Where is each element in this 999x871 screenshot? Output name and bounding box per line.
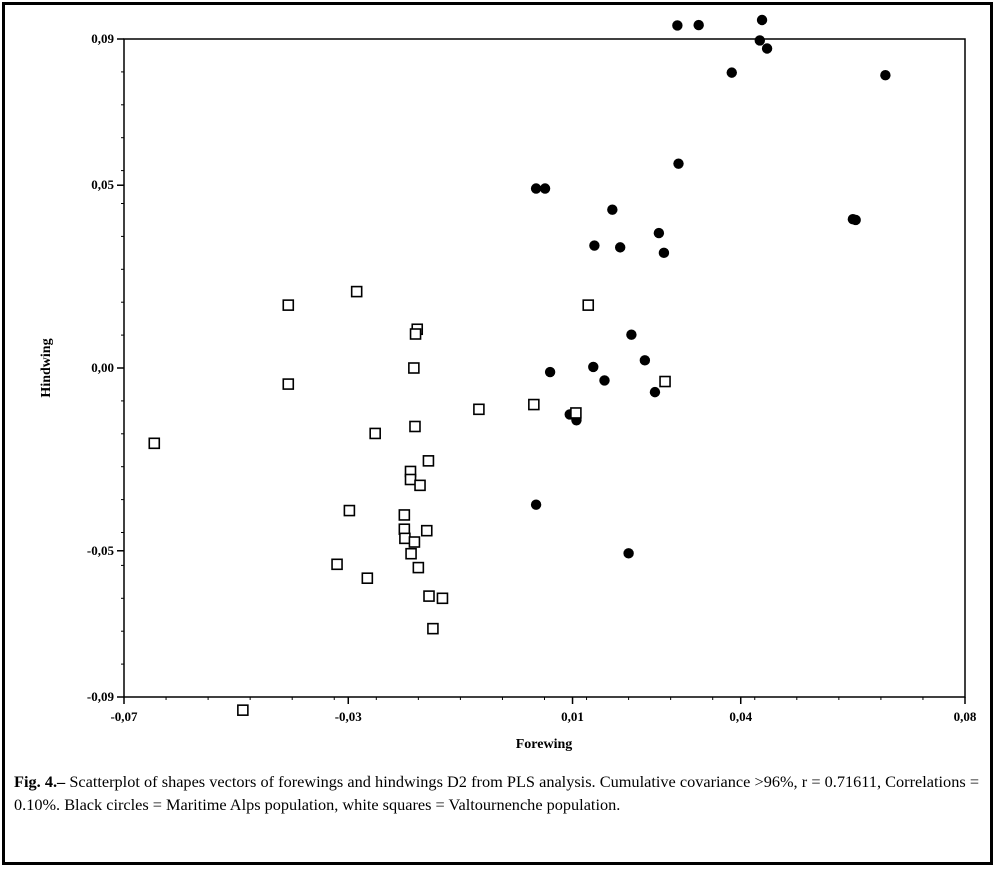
y-axis-title: Hindwing xyxy=(39,338,54,397)
square-point xyxy=(582,299,595,311)
figure-caption: Fig. 4.– Scatterplot of shapes vectors o… xyxy=(14,770,979,816)
square-point xyxy=(423,590,435,602)
y-tick-label: -0,05 xyxy=(87,543,115,558)
circle-point xyxy=(726,67,737,78)
circle-point xyxy=(607,204,618,215)
square-point xyxy=(237,704,249,716)
square-point xyxy=(436,592,449,605)
y-tick-label: 0,05 xyxy=(91,177,114,192)
square-point xyxy=(282,299,295,311)
x-tick-label: -0,03 xyxy=(335,709,363,724)
circle-point xyxy=(880,69,891,81)
scatterplot: -0,07 -0,03 0,01 0,04 0,08 -0,09 -0,05 0,00 0,0… xyxy=(39,14,977,752)
caption-label: Fig. 4.– xyxy=(14,772,66,791)
circle-point xyxy=(672,20,683,31)
square-point xyxy=(404,473,417,486)
y-tick-label: 0,00 xyxy=(91,360,114,375)
circle-point xyxy=(626,329,637,340)
y-tick-label: -0,09 xyxy=(87,689,115,704)
circle-point xyxy=(673,158,684,169)
x-tick-label: 0,01 xyxy=(561,709,584,724)
circle-point xyxy=(589,240,600,251)
y-axis: -0,09 -0,05 0,00 0,05 0,09 xyxy=(87,31,124,704)
circle-point xyxy=(614,242,626,253)
square-point xyxy=(528,398,540,411)
square-point xyxy=(409,328,422,340)
square-point xyxy=(343,504,356,517)
circle-point xyxy=(649,386,661,398)
x-axis: -0,07 -0,03 0,01 0,04 0,08 xyxy=(110,697,977,724)
square-point xyxy=(473,403,485,416)
square-point xyxy=(399,532,411,545)
circle-point xyxy=(599,375,610,386)
square-point xyxy=(361,572,374,584)
circle-point xyxy=(754,35,765,46)
square-point xyxy=(408,536,421,548)
circle-point xyxy=(639,355,651,366)
data-points xyxy=(148,14,891,716)
square-point xyxy=(422,455,435,467)
circle-point xyxy=(850,214,861,226)
y-tick-label: 0,09 xyxy=(91,31,114,46)
plot-area xyxy=(123,38,966,698)
square-point xyxy=(408,362,420,374)
circle-point xyxy=(530,499,542,510)
square-point xyxy=(420,524,433,537)
square-point xyxy=(148,437,161,450)
x-tick-label: 0,08 xyxy=(954,709,977,724)
circle-point xyxy=(653,227,665,239)
square-point xyxy=(405,547,417,560)
square-point xyxy=(412,561,425,574)
x-tick-label: -0,07 xyxy=(110,709,138,724)
circle-point xyxy=(756,14,768,26)
caption-text: Scatterplot of shapes vectors of forewin… xyxy=(14,772,979,814)
circle-point xyxy=(588,361,599,373)
square-point xyxy=(427,622,439,635)
circle-point xyxy=(530,183,542,194)
circle-point xyxy=(539,183,551,194)
square-point xyxy=(350,285,363,298)
square-point xyxy=(409,420,421,433)
square-point xyxy=(398,509,411,521)
square-point xyxy=(414,479,426,492)
x-tick-label: 0,04 xyxy=(729,709,752,724)
circle-point xyxy=(761,43,773,54)
square-point xyxy=(369,427,381,440)
circle-point xyxy=(658,247,670,259)
circle-point xyxy=(693,19,704,31)
square-point xyxy=(659,375,671,388)
square-point xyxy=(282,378,295,390)
square-point xyxy=(570,407,582,419)
circle-point xyxy=(623,548,634,559)
square-point xyxy=(331,558,343,571)
x-axis-title: Forewing xyxy=(516,737,573,752)
circle-point xyxy=(544,366,556,378)
